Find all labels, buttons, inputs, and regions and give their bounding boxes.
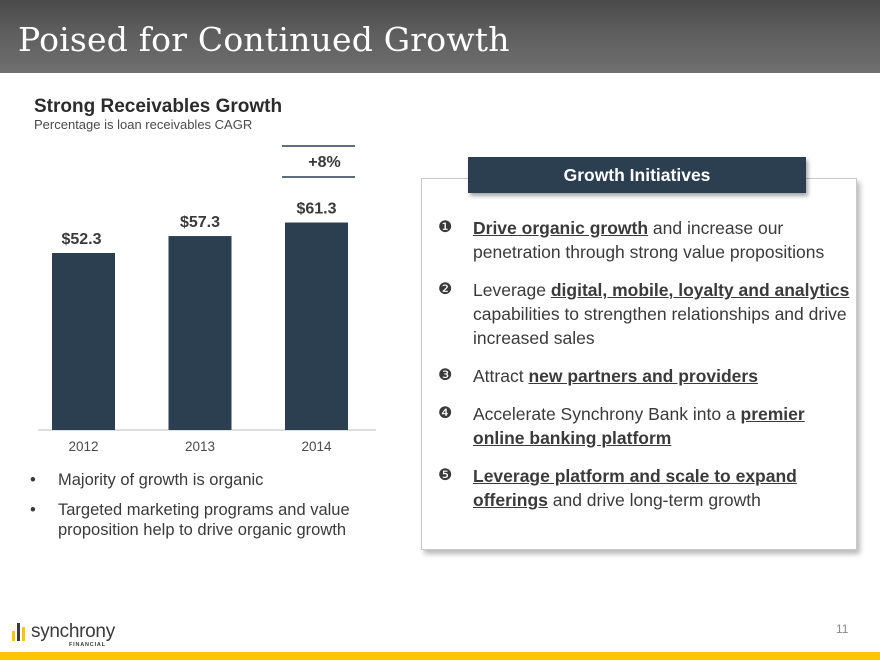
initiatives-list: ❶ Drive organic growth and increase our p… bbox=[438, 216, 850, 526]
data-label-2013: $57.3 bbox=[180, 214, 220, 231]
title-bar: Poised for Continued Growth bbox=[0, 0, 880, 73]
initiative-text: and drive long-term growth bbox=[547, 490, 761, 510]
initiative-item-1: ❶ Drive organic growth and increase our p… bbox=[438, 216, 850, 264]
initiative-highlight: new partners and providers bbox=[528, 366, 758, 386]
initiative-highlight: Drive organic growth bbox=[473, 218, 649, 238]
x-tick-label-2014: 2014 bbox=[301, 439, 332, 454]
initiative-number-icon: ❶ bbox=[438, 219, 453, 236]
initiative-text: Leverage bbox=[473, 280, 551, 300]
synchrony-logo: synchrony FINANCIAL bbox=[12, 621, 115, 648]
growth-initiatives-header: Growth Initiatives bbox=[468, 157, 806, 193]
page-number: 11 bbox=[836, 622, 849, 636]
x-tick-label-2013: 2013 bbox=[185, 439, 215, 454]
initiative-text: Attract bbox=[473, 366, 529, 386]
receivables-bar-chart: $52.3 2012 $57.3 2013 $61.3 2014 +8% bbox=[38, 145, 376, 454]
bullet-list: • Majority of growth is organic • Targeted … bbox=[30, 470, 390, 550]
chart-subtitle: Percentage is loan receivables CAGR bbox=[34, 117, 253, 132]
slide-title: Poised for Continued Growth bbox=[18, 20, 510, 59]
bullet-dot-icon: • bbox=[30, 471, 36, 489]
initiative-text: and increase our penetration through str… bbox=[473, 218, 825, 262]
growth-initiatives-panel bbox=[421, 178, 857, 550]
initiative-item-5: ❺ Leverage platform and scale to expand o… bbox=[438, 464, 850, 512]
initiative-highlight: premier online banking platform bbox=[473, 404, 805, 448]
data-label-2012: $52.3 bbox=[61, 231, 101, 248]
initiative-text: capabilities to strengthen relationships… bbox=[473, 304, 847, 348]
bullet-dot-icon: • bbox=[30, 501, 36, 519]
bar-2014 bbox=[285, 222, 348, 430]
bullet-text: Majority of growth is organic bbox=[58, 471, 264, 489]
x-tick-label-2012: 2012 bbox=[68, 439, 98, 454]
logo-bars-icon bbox=[12, 623, 25, 641]
logo-subtitle: FINANCIAL bbox=[69, 642, 106, 648]
initiative-highlight: digital, mobile, loyalty and analytics bbox=[550, 280, 850, 300]
initiative-item-4: ❹ Accelerate Synchrony Bank into a premie… bbox=[438, 402, 850, 450]
bullet-item: • Majority of growth is organic bbox=[30, 470, 390, 490]
initiative-number-icon: ❹ bbox=[438, 405, 453, 422]
initiative-text: Accelerate Synchrony Bank into a bbox=[473, 404, 741, 424]
initiative-item-3: ❸ Attract new partners and providers bbox=[438, 364, 850, 388]
initiative-number-icon: ❺ bbox=[438, 467, 453, 484]
bar-2013 bbox=[168, 236, 232, 430]
bullet-item: • Targeted marketing programs and value p… bbox=[30, 500, 390, 540]
bottom-accent-band bbox=[0, 652, 880, 660]
initiative-item-2: ❷ Leverage digital, mobile, loyalty and a… bbox=[438, 278, 850, 350]
data-label-2014: $61.3 bbox=[296, 201, 336, 218]
chart-title: Strong Receivables Growth bbox=[34, 96, 283, 117]
initiative-number-icon: ❸ bbox=[438, 367, 453, 384]
cagr-annotation: +8% bbox=[308, 154, 340, 171]
bar-2012 bbox=[52, 252, 115, 430]
logo-wordmark: synchrony bbox=[31, 621, 115, 642]
initiative-number-icon: ❷ bbox=[438, 281, 453, 298]
initiative-highlight: Leverage platform and scale to expand of… bbox=[473, 466, 797, 510]
bullet-text: Targeted marketing programs and value pr… bbox=[58, 501, 350, 539]
